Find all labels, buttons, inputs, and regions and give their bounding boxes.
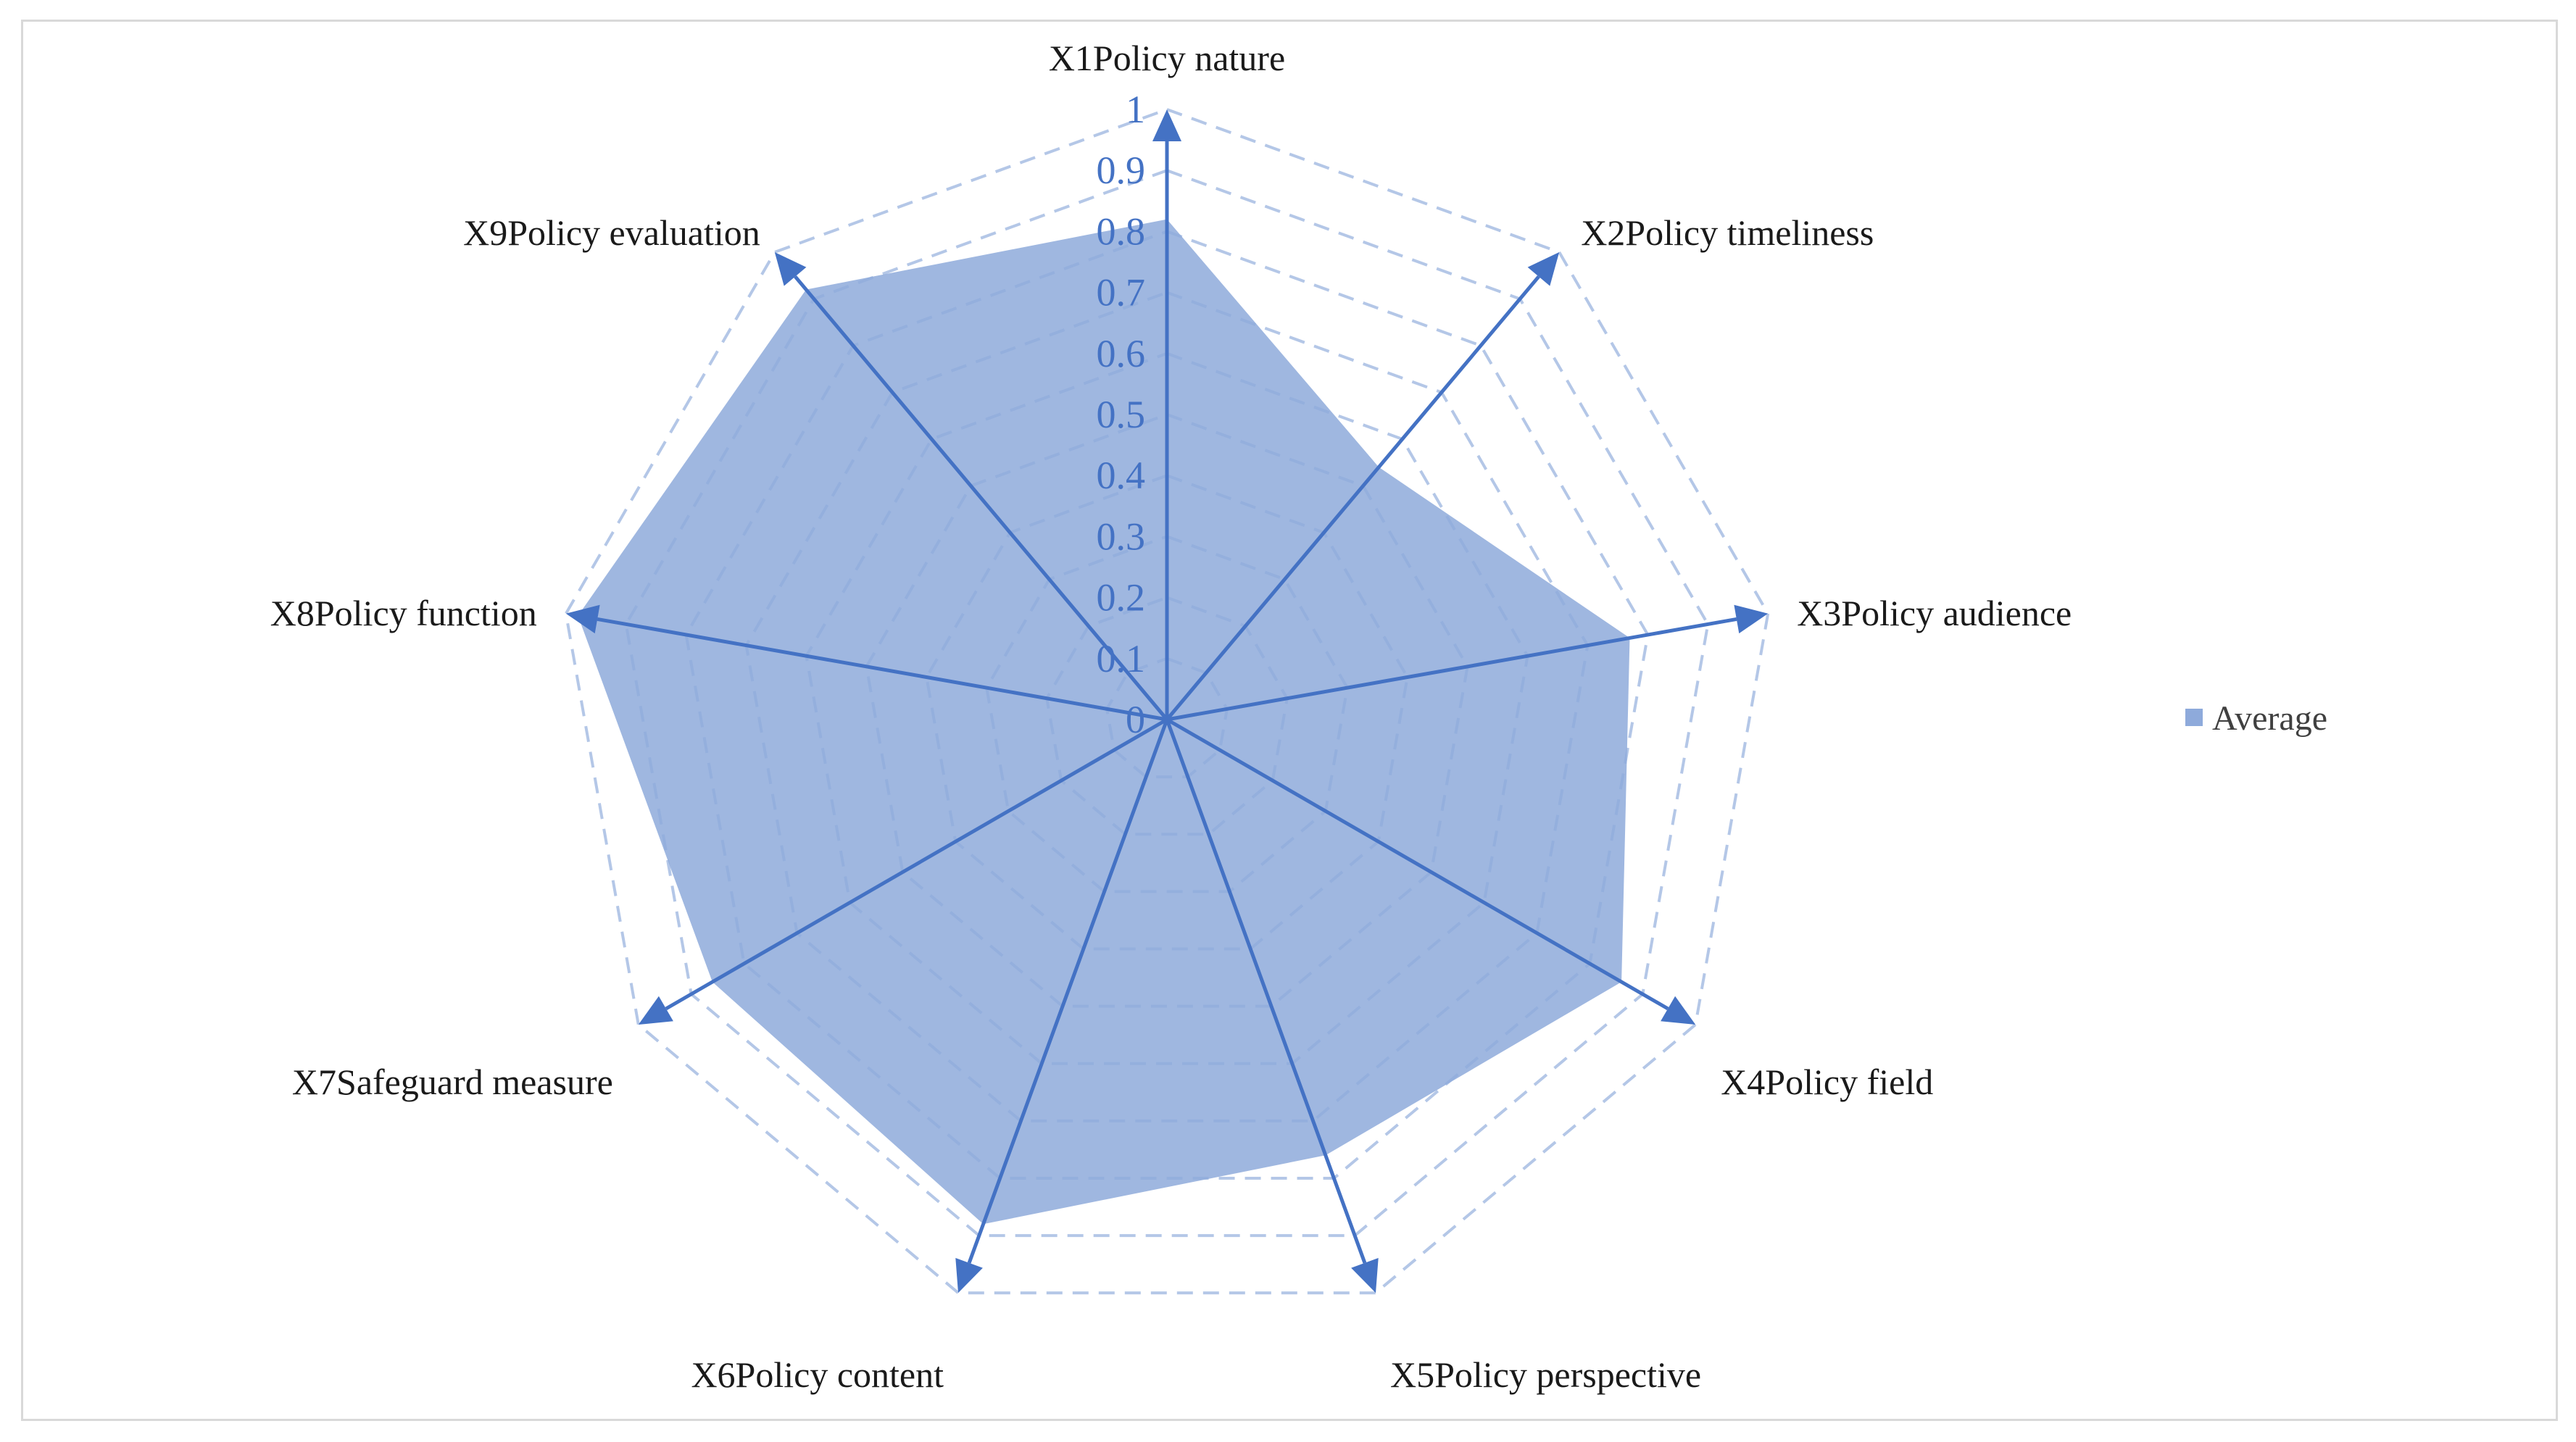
radial-tick-label: 0 xyxy=(1126,698,1145,741)
axes-layer xyxy=(565,109,1769,1293)
radial-tick-label: 0.4 xyxy=(1097,454,1146,497)
axis-line xyxy=(597,617,1168,722)
grid-ring xyxy=(624,169,1710,1238)
radial-tick-label: 0.1 xyxy=(1097,637,1146,680)
category-label: X5Policy perspective xyxy=(1390,1354,1701,1395)
axis-line xyxy=(665,717,1168,1011)
ticks-layer: 0 0.1 0.2 0.3 0.4 0.5 0.6 0.7 0.8 0.9 1 xyxy=(1097,88,1146,741)
axis-line xyxy=(967,719,1169,1264)
axis-arrowhead xyxy=(1351,1258,1379,1293)
axis-arrowhead xyxy=(638,996,673,1025)
radial-tick-label: 0.7 xyxy=(1097,271,1146,314)
axis-line xyxy=(1165,719,1367,1264)
axis-arrowhead xyxy=(1661,996,1696,1025)
category-label: X7Safeguard measure xyxy=(292,1062,613,1102)
category-label: X1Policy nature xyxy=(1049,38,1285,78)
radial-tick-label: 0.8 xyxy=(1097,209,1146,253)
legend-label: Average xyxy=(2212,699,2327,738)
legend-swatch xyxy=(2185,709,2203,726)
axis-line xyxy=(1166,717,1669,1011)
labels-layer: X1Policy nature X2Policy timeliness X3Poli… xyxy=(270,38,2072,1395)
axis-line xyxy=(1166,617,1737,722)
radial-tick-label: 0.2 xyxy=(1097,576,1146,620)
axis-arrowhead xyxy=(565,604,600,634)
axis-arrowhead xyxy=(1152,109,1181,141)
radial-tick-label: 0.3 xyxy=(1097,514,1146,558)
category-label: X3Policy audience xyxy=(1797,593,2072,633)
category-label: X9Policy evaluation xyxy=(463,212,760,253)
axis-arrowhead xyxy=(774,252,807,286)
radial-tick-label: 1 xyxy=(1126,88,1145,131)
legend: Average xyxy=(2185,699,2327,738)
category-label: X8Policy function xyxy=(270,593,537,633)
radial-tick-label: 0.6 xyxy=(1097,332,1146,375)
axis-line xyxy=(794,275,1168,721)
category-label: X2Policy timeliness xyxy=(1581,212,1874,253)
axis-arrowhead xyxy=(1527,252,1560,286)
radial-tick-label: 0.9 xyxy=(1097,149,1146,192)
axis-arrowhead xyxy=(1734,604,1769,634)
axis-arrowhead xyxy=(955,1258,983,1293)
category-label: X4Policy field xyxy=(1721,1062,1933,1102)
radial-tick-label: 0.5 xyxy=(1097,393,1146,436)
category-label: X6Policy content xyxy=(691,1354,944,1395)
series-layer xyxy=(578,219,1630,1225)
series-area xyxy=(578,219,1630,1225)
axis-line xyxy=(1166,275,1540,721)
